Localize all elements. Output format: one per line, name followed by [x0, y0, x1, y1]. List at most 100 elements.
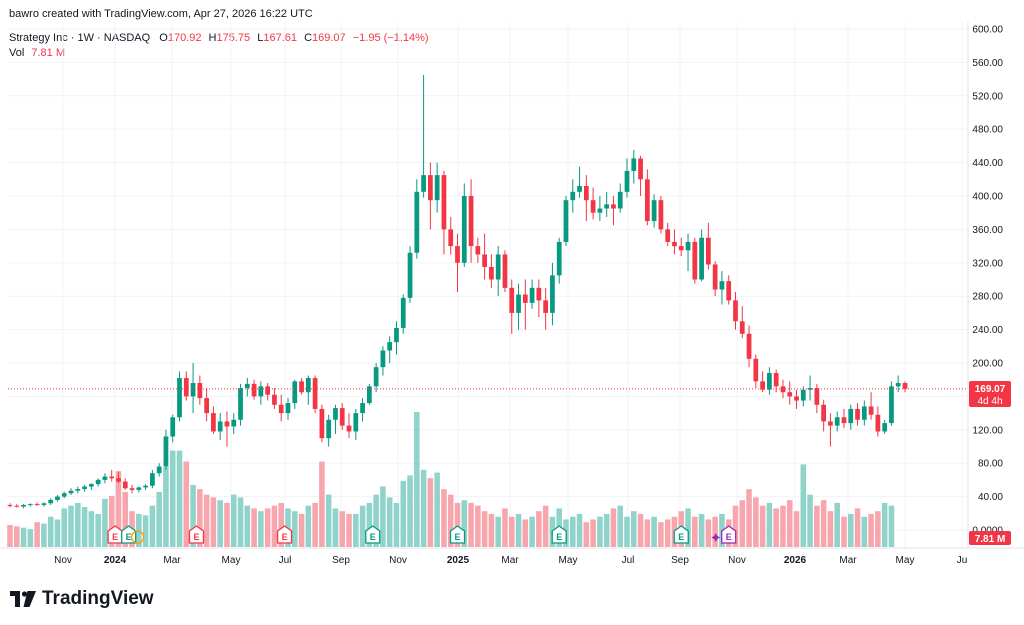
candle-body [868, 406, 874, 415]
candle-body [828, 421, 833, 426]
volume-bar [536, 511, 542, 547]
earnings-event-icon[interactable]: E [449, 525, 466, 544]
volume-bar [637, 513, 644, 547]
candle-body [699, 237, 704, 280]
time-tick-label: Mar [163, 555, 181, 566]
candle-body [272, 394, 277, 405]
time-tick-label: 2025 [447, 555, 470, 566]
earnings-event-label: E [126, 532, 132, 542]
candle-body [834, 417, 840, 426]
candle-body [746, 333, 752, 359]
candle-body [590, 200, 596, 213]
earnings-event-icon[interactable]: E [551, 525, 567, 544]
earnings-event-icon[interactable]: E [276, 525, 293, 544]
volume-bar [800, 464, 807, 547]
candle-body [136, 487, 142, 490]
volume-bar [319, 461, 325, 547]
volume-bar [441, 489, 447, 547]
volume-bar [603, 513, 610, 547]
candle-body [163, 436, 169, 467]
volume-bar [41, 523, 47, 547]
candle-body [882, 423, 888, 432]
time-tick-label: Ju [957, 555, 968, 566]
candle-body [502, 254, 508, 288]
open-value: 170.92 [167, 32, 202, 44]
sparkle-icon[interactable] [711, 533, 721, 542]
volume-bar [81, 507, 88, 547]
candle-body [760, 381, 765, 390]
time-tick-label: Mar [839, 555, 857, 566]
volume-bar [68, 505, 74, 547]
candle-body [265, 386, 271, 395]
volume-label[interactable]: Vol [9, 47, 25, 59]
candle-body [278, 404, 284, 414]
time-axis[interactable]: Nov 2024 Mar May Jul Sep Nov 2025 Mar May Jul Sep No… [54, 555, 967, 566]
earnings-event-icon[interactable]: E [721, 525, 737, 544]
change-value: −1.95 (−1.14%) [352, 32, 429, 44]
volume-bar [88, 511, 95, 547]
candle-body [719, 281, 725, 290]
volume-bar [163, 467, 169, 547]
price-tick-label: 560.00 [972, 58, 1003, 69]
candle-body [889, 386, 894, 424]
earnings-event-icon[interactable]: E [673, 525, 689, 544]
candle-body [611, 204, 616, 209]
candle-body [875, 414, 881, 432]
candle-body [55, 496, 60, 500]
price-tick-label: 80.00 [978, 459, 1003, 470]
price-tick-label: 240.00 [972, 325, 1003, 336]
volume-bar [488, 513, 495, 547]
volume-bar [814, 505, 820, 547]
volume-bar [868, 513, 874, 547]
candle-body [848, 408, 854, 424]
candle-body [61, 493, 67, 497]
volume-bar [34, 522, 40, 547]
volume-bar [712, 516, 718, 547]
candle-body [231, 419, 237, 427]
volume-bar [576, 513, 583, 547]
time-tick-label: Nov [389, 555, 407, 566]
volume-bar [298, 513, 305, 547]
candle-body [739, 321, 745, 334]
price-axis[interactable]: 600.00 560.00 520.00 480.00 440.00 400.00 360.… [972, 25, 1003, 537]
candle-body [651, 200, 657, 222]
candle-body [122, 481, 128, 489]
last-price-value: 169.07 [975, 384, 1006, 395]
time-tick-label: Sep [671, 555, 689, 566]
volume-legend: Vol 7.81 M [9, 47, 65, 59]
time-tick-label: 2026 [784, 555, 807, 566]
volume-bar [583, 522, 590, 547]
candle-body [366, 386, 372, 404]
volume-bar [224, 502, 230, 547]
earnings-event-icon[interactable]: E [188, 525, 205, 544]
volume-bar [685, 508, 691, 547]
candle-body [434, 175, 440, 201]
time-tick-label: Nov [54, 555, 72, 566]
earnings-event-label: E [726, 532, 732, 542]
candle-body [116, 478, 121, 482]
candle-body [448, 229, 454, 247]
close-value: 169.07 [312, 32, 346, 44]
candlesticks [7, 74, 908, 509]
earnings-event-icon[interactable]: E [365, 525, 381, 544]
candle-body [644, 179, 650, 222]
volume-bar [346, 513, 352, 547]
volume-bar [508, 516, 515, 547]
price-tick-label: 40.00 [978, 492, 1003, 503]
candle-body [109, 476, 115, 479]
candle-body [217, 421, 223, 432]
candle-body [468, 196, 474, 247]
candle-body [685, 241, 691, 251]
event-circle-icon[interactable] [131, 530, 145, 544]
volume-bar [739, 500, 746, 547]
volume-bar [190, 485, 196, 547]
candle-body [333, 408, 338, 420]
volume-bar [888, 505, 895, 547]
time-tick-label: Jul [279, 555, 292, 566]
tradingview-logo[interactable]: TradingView [10, 588, 154, 610]
last-volume-tag-bg [969, 531, 1011, 545]
candle-body [773, 373, 779, 387]
volume-bar [169, 450, 176, 547]
